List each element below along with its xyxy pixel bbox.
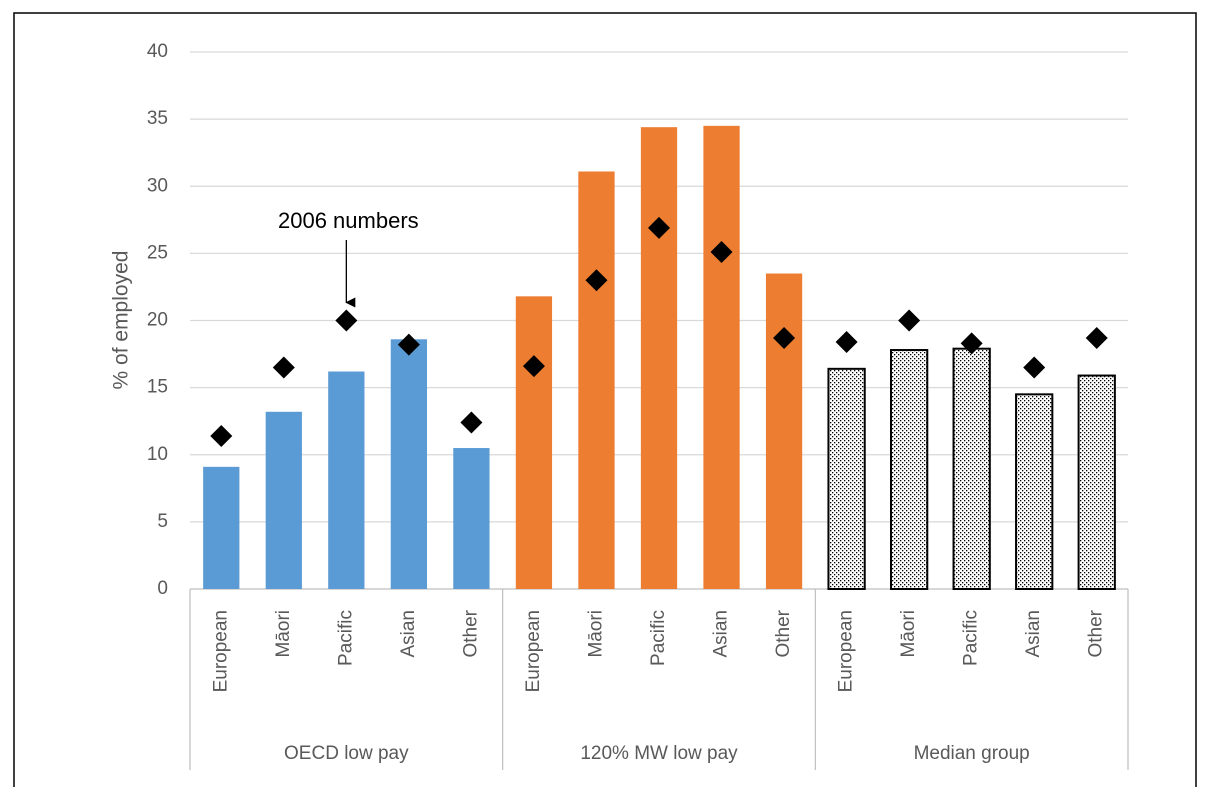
marker-2006: [960, 332, 983, 355]
bar: [578, 171, 615, 590]
x-tick-label: Asian: [711, 610, 732, 658]
marker-2006: [522, 355, 545, 378]
x-tick-label: European: [523, 610, 544, 692]
bar: [952, 347, 991, 590]
bar: [390, 339, 428, 589]
marker-2006: [272, 356, 295, 379]
bar: [328, 371, 365, 589]
marker-2006: [835, 330, 858, 353]
y-tick-label: 40: [147, 41, 168, 62]
y-tick-label: 20: [147, 310, 168, 331]
x-tick-label: Māori: [898, 610, 919, 658]
x-tick-label: Other: [773, 609, 794, 657]
bar: [265, 411, 302, 589]
y-tick-label: 15: [147, 377, 168, 398]
marker-2006: [1085, 326, 1108, 349]
marker-2006: [898, 309, 921, 332]
marker-2006: [460, 411, 483, 434]
x-tick-label: Pacific: [335, 610, 356, 666]
x-tick-label: Other: [1086, 609, 1107, 657]
bar: [765, 273, 803, 589]
annotation-bg: [241, 187, 452, 237]
marker-2006: [397, 333, 420, 356]
bar: [1077, 374, 1116, 591]
marker-2006: [710, 241, 733, 264]
marker-2006: [648, 216, 670, 239]
x-tick-label: Pacific: [961, 610, 982, 666]
y-tick-label: 30: [147, 175, 168, 196]
bar: [889, 349, 929, 590]
bar: [453, 448, 490, 589]
bar: [515, 296, 553, 589]
x-tick-label: Pacific: [648, 610, 669, 666]
y-tick-label: 5: [157, 511, 168, 532]
frame: [13, 12, 1197, 787]
y-tick-label: 0: [157, 578, 168, 599]
bar: [203, 466, 240, 589]
marker-2006: [585, 269, 608, 292]
bar: [827, 367, 866, 590]
y-tick-label: 10: [147, 444, 168, 465]
y-axis-label: % of employed: [110, 251, 133, 390]
y-tick-label: 35: [147, 108, 168, 129]
x-tick-label: Asian: [1023, 610, 1044, 658]
group-label: OECD low pay: [284, 743, 409, 764]
y-tick-label: 25: [147, 242, 168, 263]
group-label: 120% MW low pay: [580, 743, 738, 764]
x-tick-label: Other: [460, 609, 481, 657]
marker-2006: [210, 424, 233, 447]
marker-2006: [773, 326, 796, 349]
x-tick-label: European: [210, 610, 231, 692]
group-label: Median group: [914, 743, 1030, 764]
bar: [703, 125, 740, 590]
annotation: 2006 numbers: [278, 208, 419, 233]
marker-2006: [335, 309, 358, 332]
bar: [640, 127, 678, 590]
x-tick-label: Asian: [398, 610, 419, 658]
marker-2006: [1023, 356, 1046, 379]
x-tick-label: Māori: [585, 610, 606, 658]
x-tick-label: Māori: [273, 610, 294, 658]
x-tick-label: European: [836, 610, 857, 692]
bar: [1015, 393, 1054, 590]
